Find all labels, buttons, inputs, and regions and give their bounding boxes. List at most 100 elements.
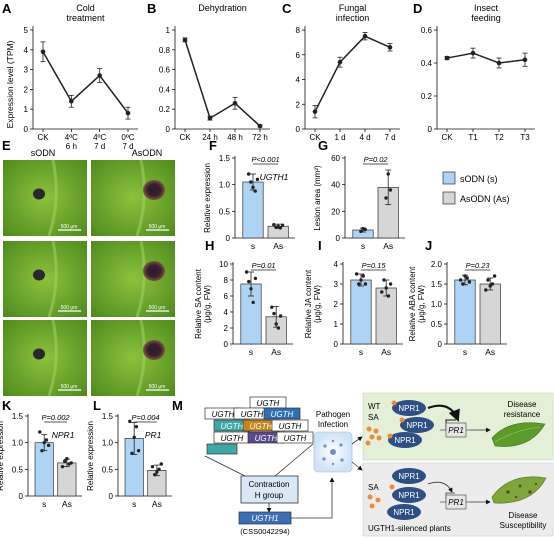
data-point <box>246 172 251 176</box>
y-tick-label: 0.5 <box>102 465 114 474</box>
data-point <box>458 278 463 282</box>
y-tick-label: 0 <box>19 492 24 501</box>
gene-box-label: UGTH <box>221 422 244 431</box>
panel-letter-a: A <box>2 1 12 16</box>
y-tick-label: 0 <box>336 234 341 243</box>
y-tick-label: 0.4 <box>421 59 433 68</box>
data-point <box>255 177 260 182</box>
bar <box>479 283 501 345</box>
data-point <box>244 270 249 274</box>
panel-letter-k: K <box>2 398 12 413</box>
data-point <box>272 311 276 316</box>
p-value-label: P=0.002 <box>41 413 70 422</box>
data-point <box>232 100 238 106</box>
y-tick-label: 0.4 <box>159 85 171 94</box>
scale-bar-label: 500 μm <box>149 305 166 311</box>
scale-bar-label: 500 μm <box>149 224 166 230</box>
npr1-label: NPR1 <box>398 491 420 500</box>
data-point <box>312 109 318 114</box>
data-point <box>363 282 368 286</box>
sa-label-silenced: SA <box>368 483 379 492</box>
data-point <box>278 314 283 318</box>
leaf-vein <box>47 159 58 237</box>
leaf-background <box>3 160 87 236</box>
x-tick-label: s <box>359 347 363 357</box>
model-diagram: UGTH UGTH UGTH UGTH UGTH UGTH UGTH UGTH … <box>204 392 554 537</box>
y-tick-label: 0.5 <box>219 207 231 216</box>
pr1-gene-box-wt <box>445 422 467 438</box>
x-tick-label: 24 h <box>202 133 218 142</box>
y-tick-label: 4 <box>24 46 29 55</box>
panel-letter-h: H <box>205 238 214 253</box>
contraction-label: Contraction <box>249 480 290 489</box>
y-tick-label: 6 <box>224 292 229 301</box>
x-tick-label: As <box>152 499 162 509</box>
y-tick-label: 2 <box>334 300 339 309</box>
data-point <box>274 322 278 326</box>
y-tick-label: 2 <box>224 324 229 333</box>
data-point <box>157 467 161 472</box>
data-point <box>380 290 384 294</box>
panel-letter-j: J <box>425 238 432 253</box>
chart-title: Cold <box>76 3 95 13</box>
panel-letter-i: I <box>318 238 322 253</box>
y-tick-label: 20 <box>331 207 340 216</box>
npr1-label: NPR1 <box>393 508 415 517</box>
data-point <box>359 278 363 282</box>
ugth-gene-stack: UGTH UGTH UGTH UGTH UGTH UGTH UGTH UGTH … <box>204 396 314 455</box>
x-tick-label: CK <box>179 133 191 142</box>
panel-letter-f: F <box>209 138 217 153</box>
data-point <box>251 300 255 305</box>
npr1-label: NPR1 <box>406 421 428 430</box>
leaf-vein <box>135 319 146 397</box>
data-point <box>522 57 528 62</box>
y-tick-label: 2 <box>296 100 301 109</box>
data-point <box>270 305 274 309</box>
npr1-label: NPR1 <box>398 472 420 481</box>
pr1-label: PR1 <box>448 426 464 435</box>
x-tick-label: As <box>383 241 393 251</box>
gene-box-label: UGTH <box>284 434 307 443</box>
y-axis-label: (μg/g, FW) <box>417 285 426 323</box>
chart-title: treatment <box>66 13 105 23</box>
data-point <box>60 464 65 469</box>
disease-resistance-label: Disease <box>508 400 537 409</box>
y-axis-label: Relative expression <box>86 421 95 491</box>
y-axis-label: Relative JA content <box>304 269 313 338</box>
data-point <box>253 276 258 281</box>
x-tick-label: s <box>249 347 253 357</box>
y-tick-label: 5 <box>24 26 29 35</box>
y-tick-label: 0.6 <box>421 26 433 35</box>
x-tick-label: As <box>271 347 281 357</box>
series-line <box>42 51 129 114</box>
x-tick-label: As <box>485 347 495 357</box>
micrograph-label-asodn: AsODN <box>132 148 163 158</box>
data-point <box>182 37 188 43</box>
y-tick-label: 1 <box>334 320 339 329</box>
scale-bar-label: 500 μm <box>61 305 78 311</box>
disease-resistance-label: resistance <box>504 410 541 419</box>
legend: sODN (s) AsODN (As) <box>442 171 510 205</box>
data-point <box>97 73 102 78</box>
sa-molecule-icons <box>367 494 381 509</box>
micrograph-image: 500 μm <box>91 319 175 397</box>
x-tick-label: s <box>463 347 467 357</box>
legend-swatch-asodn <box>442 191 456 205</box>
y-axis-label: Expression level (TPM) <box>5 40 15 128</box>
data-point <box>130 451 134 456</box>
x-tick-label: 7 d <box>122 142 133 151</box>
css-id-label: (CSS0042294) <box>240 527 290 536</box>
y-tick-label: 2.0 <box>431 260 443 269</box>
data-point <box>280 223 285 227</box>
y-tick-label: 8 <box>224 276 229 285</box>
data-point <box>388 188 393 192</box>
y-tick-label: 1.0 <box>102 439 114 448</box>
wt-label: WT <box>368 402 381 411</box>
bar-chart-k: 0 0.5 1.0 1.5 Relative expression s As P=0.002 N… <box>0 412 82 509</box>
disease-spots-icon <box>506 482 538 499</box>
y-tick-label: 0.8 <box>159 46 171 55</box>
contraction-label: H group <box>255 491 284 500</box>
data-point <box>134 424 139 429</box>
